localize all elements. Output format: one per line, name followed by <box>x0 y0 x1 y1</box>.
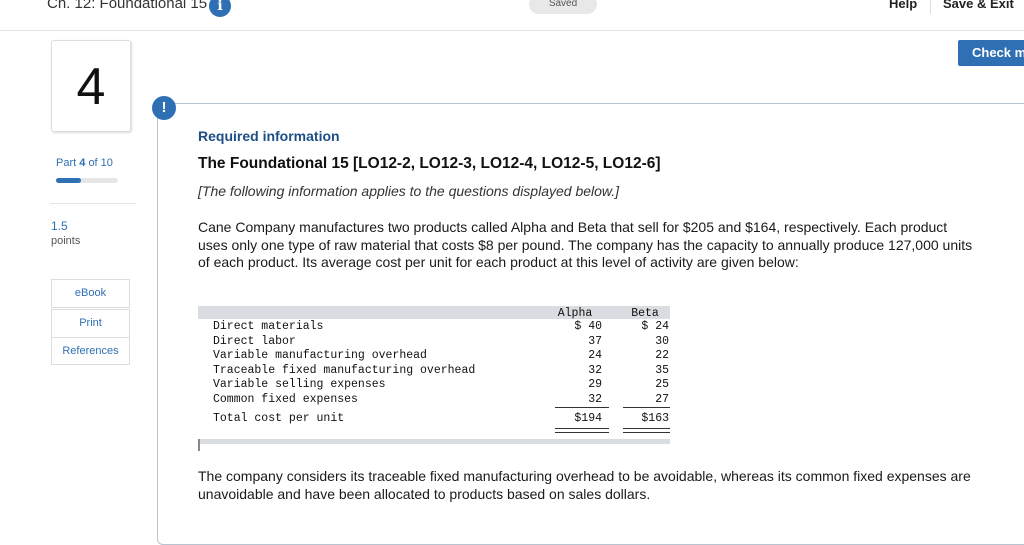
check-my-work-button[interactable]: Check m <box>958 40 1024 66</box>
table-row: Traceable fixed manufacturing overhead 3… <box>213 364 669 378</box>
total-beta: $163 <box>641 412 669 425</box>
row-label: Common fixed expenses <box>213 393 358 406</box>
help-button[interactable]: Help <box>889 0 918 11</box>
table-header-bar <box>198 306 670 319</box>
beta-value: 22 <box>655 349 669 362</box>
cost-table: Alpha Beta Direct materials $ 40 $ 24 Di… <box>198 306 670 451</box>
alert-icon: ! <box>152 96 176 120</box>
closing-paragraph: The company considers its traceable fixe… <box>198 468 971 502</box>
save-exit-button[interactable]: Save & Exit <box>943 0 1014 11</box>
resource-group: Print References <box>51 309 130 365</box>
points-label: points <box>51 235 81 247</box>
part-suffix: of 10 <box>88 157 113 169</box>
beta-value: 35 <box>655 364 669 377</box>
required-information-label: Required information <box>198 128 340 144</box>
beta-value: 30 <box>655 335 669 348</box>
header-divider <box>930 0 931 14</box>
beta-value: 27 <box>655 393 669 406</box>
total-label: Total cost per unit <box>213 412 345 425</box>
question-number: 4 <box>51 40 131 132</box>
table-row: Variable selling expenses 29 25 <box>213 378 669 392</box>
intro-paragraph: Cane Company manufactures two products c… <box>198 219 973 270</box>
progress-fill <box>56 178 81 183</box>
alpha-value: $ 40 <box>574 320 602 333</box>
assignment-title: Ch. 12: Foundational 15 <box>47 0 208 12</box>
part-prefix: Part <box>56 157 77 169</box>
alpha-value: 32 <box>588 364 602 377</box>
table-row: Direct labor 37 30 <box>213 335 669 349</box>
top-bar: Ch. 12: Foundational 15 i Saved Help Sav… <box>0 0 1024 31</box>
subtotal-rule-alpha <box>555 407 609 408</box>
header-alpha: Alpha <box>557 307 593 320</box>
subtotal-rule-beta <box>623 407 670 408</box>
table-row: Common fixed expenses 32 27 <box>213 393 669 407</box>
total-row: Total cost per unit $194 $163 <box>213 412 669 426</box>
table-row: Variable manufacturing overhead 24 22 <box>213 349 669 363</box>
sidebar-divider <box>50 203 136 204</box>
beta-value: $ 24 <box>641 320 669 333</box>
points-value: 1.5 <box>51 219 68 233</box>
info-icon[interactable]: i <box>209 0 231 17</box>
part-progress-bar <box>56 178 118 183</box>
table-footer-bar <box>198 439 670 444</box>
part-indicator: Part 4 of 10 <box>56 157 113 169</box>
alpha-value: 37 <box>588 335 602 348</box>
saved-status-badge: Saved <box>529 0 597 14</box>
references-button[interactable]: References <box>62 345 119 357</box>
ebook-button[interactable]: eBook <box>51 279 130 308</box>
row-label: Variable manufacturing overhead <box>213 349 427 362</box>
row-label: Direct materials <box>213 320 324 333</box>
total-double-rule-beta <box>623 428 670 433</box>
total-double-rule-alpha <box>555 428 609 433</box>
alpha-value: 32 <box>588 393 602 406</box>
table-footer-mark <box>198 439 200 451</box>
header-beta: Beta <box>631 307 659 320</box>
alpha-value: 24 <box>588 349 602 362</box>
instruction-note: [The following information applies to th… <box>198 183 620 199</box>
total-alpha: $194 <box>574 412 602 425</box>
print-button[interactable]: Print <box>52 310 129 338</box>
row-label: Variable selling expenses <box>213 378 386 391</box>
question-heading: The Foundational 15 [LO12-2, LO12-3, LO1… <box>198 155 661 172</box>
beta-value: 25 <box>655 378 669 391</box>
row-label: Traceable fixed manufacturing overhead <box>213 364 476 377</box>
part-current: 4 <box>79 157 86 169</box>
table-row: Direct materials $ 40 $ 24 <box>213 320 669 334</box>
row-label: Direct labor <box>213 335 296 348</box>
alpha-value: 29 <box>588 378 602 391</box>
